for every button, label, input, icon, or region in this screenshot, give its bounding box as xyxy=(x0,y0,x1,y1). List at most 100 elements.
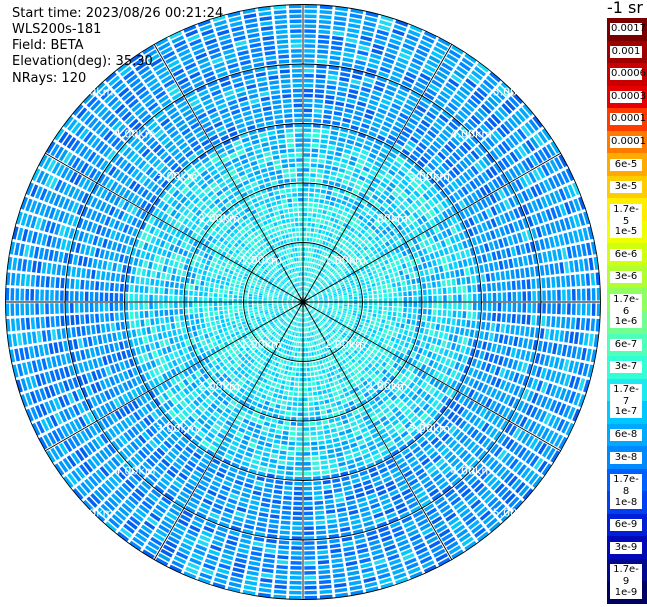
beta-gate xyxy=(320,313,324,317)
beta-gate xyxy=(351,74,363,80)
beta-gate xyxy=(312,133,320,138)
beta-gate xyxy=(320,219,325,224)
beta-gate xyxy=(477,293,482,302)
beta-gate xyxy=(454,202,462,212)
beta-gate xyxy=(472,391,480,401)
beta-gate xyxy=(313,306,317,308)
beta-gate xyxy=(320,312,325,316)
beta-sectors xyxy=(5,4,601,600)
beta-gate xyxy=(323,246,327,251)
beta-gate xyxy=(358,308,363,312)
beta-gate xyxy=(350,261,355,266)
beta-gate xyxy=(549,432,559,445)
beta-gate xyxy=(463,208,471,218)
beta-gate xyxy=(424,393,431,402)
beta-gate xyxy=(236,366,242,372)
beta-gate xyxy=(304,328,306,332)
beta-gate xyxy=(423,239,430,247)
beta-gate xyxy=(303,357,306,362)
beta-gate xyxy=(224,407,232,414)
beta-gate xyxy=(398,135,408,143)
beta-gate xyxy=(327,291,332,294)
beta-gate xyxy=(472,293,477,302)
beta-gate xyxy=(378,272,384,277)
beta-gate xyxy=(448,302,452,310)
beta-gate xyxy=(569,331,575,344)
beta-gate xyxy=(233,327,239,332)
beta-gate xyxy=(507,292,512,301)
beta-gate xyxy=(416,379,424,386)
beta-gate xyxy=(526,314,531,325)
beta-gate xyxy=(516,314,521,324)
beta-gate xyxy=(421,68,434,77)
beta-gate xyxy=(338,81,349,87)
beta-gate xyxy=(522,104,534,116)
beta-gate xyxy=(376,281,381,286)
beta-gate xyxy=(407,140,416,148)
beta-gate xyxy=(317,234,321,239)
beta-gate xyxy=(408,343,414,350)
beta-gate xyxy=(429,144,439,153)
beta-gate xyxy=(366,202,373,209)
beta-gate xyxy=(449,194,457,204)
beta-gate xyxy=(322,318,327,322)
beta-gate xyxy=(350,442,358,448)
beta-gate xyxy=(503,472,515,484)
beta-gate xyxy=(239,444,247,450)
beta-gate xyxy=(347,238,353,243)
beta-gate xyxy=(327,280,331,284)
beta-gate xyxy=(572,408,581,422)
beta-gate xyxy=(387,245,393,252)
beta-gate xyxy=(274,584,287,590)
beta-gate xyxy=(171,359,178,367)
beta-gate xyxy=(578,332,584,345)
beta-gate xyxy=(318,307,322,310)
beta-gate xyxy=(324,252,328,257)
beta-gate xyxy=(408,331,414,337)
beta-gate xyxy=(233,356,239,362)
beta-gate xyxy=(338,305,343,309)
beta-gate xyxy=(314,303,318,306)
beta-gate xyxy=(289,436,296,441)
beta-gate xyxy=(328,528,339,534)
beta-gate xyxy=(362,314,366,319)
beta-gate xyxy=(417,308,422,314)
beta-gate xyxy=(417,77,429,86)
beta-gate xyxy=(336,248,341,253)
beta-gate xyxy=(494,366,501,376)
beta-gate xyxy=(329,60,340,66)
beta-gate xyxy=(517,219,525,230)
beta-gate xyxy=(360,229,366,235)
beta-gate xyxy=(306,267,309,272)
beta-gate xyxy=(351,151,360,157)
beta-gate xyxy=(325,357,329,363)
beta-gate xyxy=(393,302,398,307)
beta-gate xyxy=(319,224,324,229)
beta-gate xyxy=(304,556,316,560)
beta-gate xyxy=(315,254,319,259)
beta-gate xyxy=(229,366,235,372)
beta-gate xyxy=(304,526,314,531)
beta-gate xyxy=(315,525,326,530)
beta-gate xyxy=(392,332,398,338)
beta-gate xyxy=(364,457,373,464)
beta-gate xyxy=(493,163,502,174)
beta-gate xyxy=(450,205,458,214)
beta-gate xyxy=(482,437,491,448)
beta-gate xyxy=(339,435,347,441)
beta-gate xyxy=(261,568,274,574)
beta-gate xyxy=(338,220,344,226)
beta-gate xyxy=(506,281,511,291)
beta-gate xyxy=(274,434,282,440)
beta-gate xyxy=(522,255,529,266)
beta-gate xyxy=(476,360,482,369)
beta-gate xyxy=(401,250,407,257)
beta-gate xyxy=(303,267,305,271)
beta-gate xyxy=(380,98,391,106)
beta-gate xyxy=(323,307,327,310)
beta-gate xyxy=(292,511,302,516)
beta-gate xyxy=(265,374,270,379)
beta-gate xyxy=(298,342,301,347)
beta-gate xyxy=(322,275,327,279)
beta-gate xyxy=(303,457,311,461)
